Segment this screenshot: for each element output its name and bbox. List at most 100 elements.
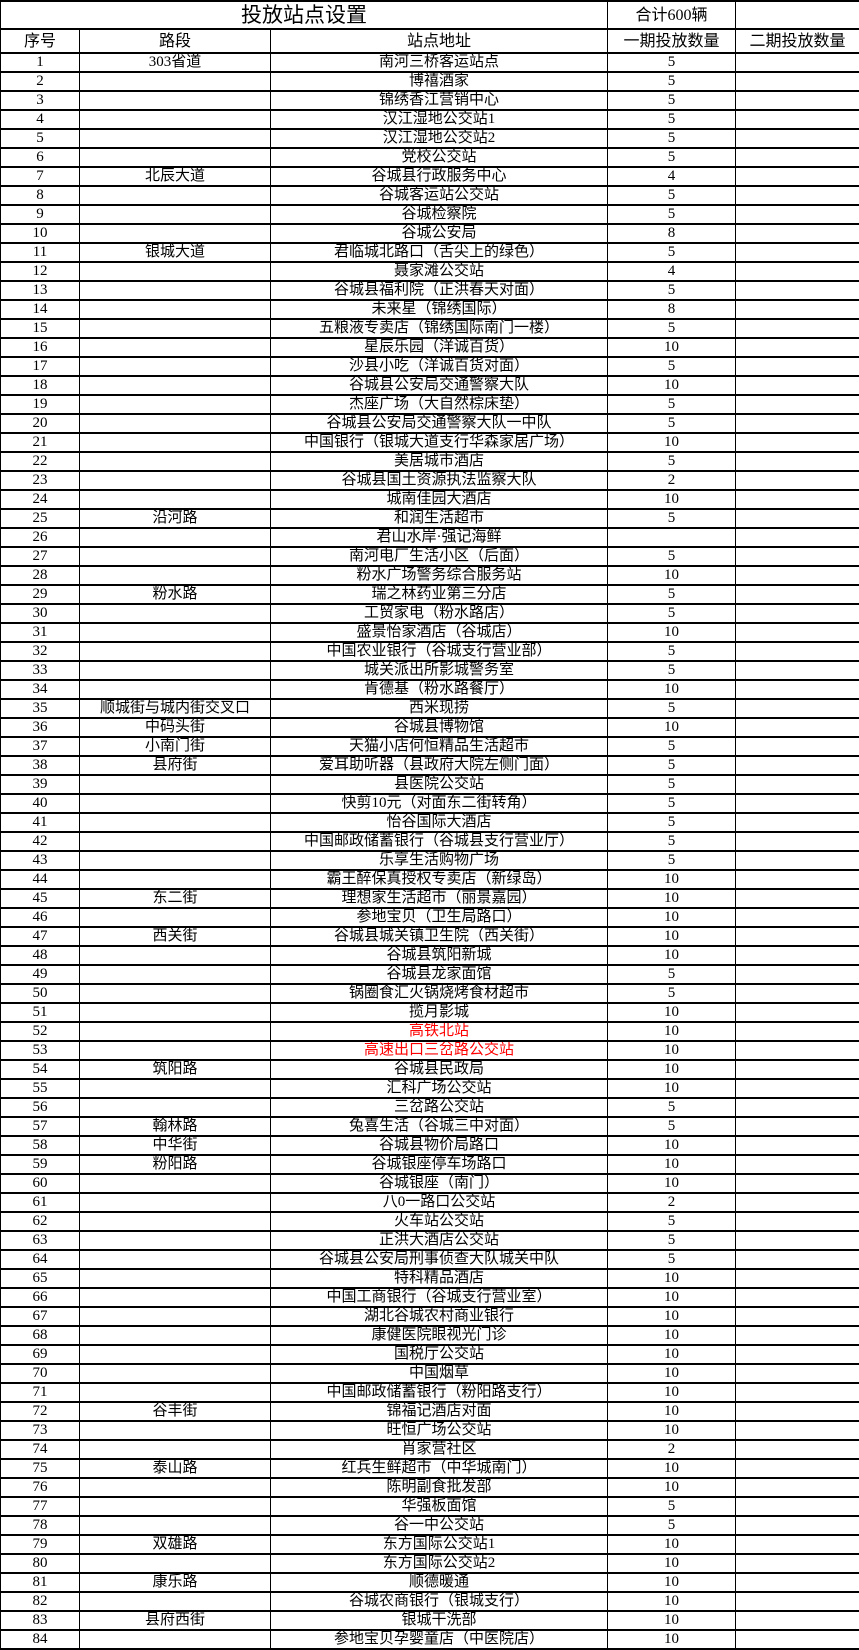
cell-road[interactable]: 303省道 (80, 53, 271, 72)
cell-serial[interactable]: 72 (1, 1402, 80, 1421)
cell-phase2-qty[interactable] (736, 547, 859, 566)
cell-phase1-qty[interactable]: 10 (608, 1592, 736, 1611)
cell-road[interactable] (80, 1592, 271, 1611)
cell-phase2-qty[interactable] (736, 756, 859, 775)
cell-road[interactable] (80, 1003, 271, 1022)
cell-phase1-qty[interactable]: 5 (608, 984, 736, 1003)
cell-phase2-qty[interactable] (736, 205, 859, 224)
cell-phase2-qty[interactable] (736, 1041, 859, 1060)
cell-station[interactable]: 城关派出所影城警务室 (271, 661, 608, 680)
cell-station[interactable]: 霸王醉保真授权专卖店（新绿岛） (271, 870, 608, 889)
cell-road[interactable] (80, 186, 271, 205)
cell-phase1-qty[interactable]: 5 (608, 91, 736, 110)
cell-station[interactable]: 县医院公交站 (271, 775, 608, 794)
cell-station[interactable]: 快剪10元（对面东二街转角） (271, 794, 608, 813)
cell-station[interactable]: 高铁北站 (271, 1022, 608, 1041)
cell-road[interactable] (80, 1269, 271, 1288)
cell-phase2-qty[interactable] (736, 870, 859, 889)
cell-road[interactable]: 西关街 (80, 927, 271, 946)
cell-phase2-qty[interactable] (736, 395, 859, 414)
cell-road[interactable] (80, 205, 271, 224)
cell-station[interactable]: 东方国际公交站2 (271, 1554, 608, 1573)
cell-phase1-qty[interactable]: 10 (608, 1003, 736, 1022)
cell-phase1-qty[interactable]: 10 (608, 376, 736, 395)
cell-serial[interactable]: 81 (1, 1573, 80, 1592)
cell-station[interactable]: 汉江湿地公交站2 (271, 129, 608, 148)
cell-road[interactable] (80, 1326, 271, 1345)
cell-road[interactable] (80, 984, 271, 1003)
cell-phase1-qty[interactable]: 5 (608, 319, 736, 338)
cell-road[interactable]: 北辰大道 (80, 167, 271, 186)
cell-phase2-qty[interactable] (736, 737, 859, 756)
cell-road[interactable] (80, 1288, 271, 1307)
cell-station[interactable]: 中国工商银行（谷城支行营业室） (271, 1288, 608, 1307)
cell-station[interactable]: 星辰乐园（洋诚百货） (271, 338, 608, 357)
cell-station[interactable]: 谷城县公安局交通警察大队 (271, 376, 608, 395)
cell-phase2-qty[interactable] (736, 414, 859, 433)
cell-station[interactable]: 银城干洗部 (271, 1611, 608, 1630)
cell-serial[interactable]: 28 (1, 566, 80, 585)
cell-phase1-qty[interactable]: 10 (608, 1326, 736, 1345)
cell-road[interactable] (80, 129, 271, 148)
cell-serial[interactable]: 84 (1, 1630, 80, 1649)
cell-serial[interactable]: 12 (1, 262, 80, 281)
cell-station[interactable]: 火车站公交站 (271, 1212, 608, 1231)
cell-serial[interactable]: 80 (1, 1554, 80, 1573)
cell-serial[interactable]: 79 (1, 1535, 80, 1554)
cell-road[interactable]: 沿河路 (80, 509, 271, 528)
cell-station[interactable]: 高速出口三岔路公交站 (271, 1041, 608, 1060)
cell-phase2-qty[interactable] (736, 1611, 859, 1630)
cell-serial[interactable]: 64 (1, 1250, 80, 1269)
cell-serial[interactable]: 41 (1, 813, 80, 832)
cell-road[interactable] (80, 414, 271, 433)
cell-phase2-qty[interactable] (736, 1212, 859, 1231)
cell-road[interactable]: 翰林路 (80, 1117, 271, 1136)
cell-station[interactable]: 锅圈食汇火锅烧烤食材超市 (271, 984, 608, 1003)
cell-phase1-qty[interactable]: 5 (608, 699, 736, 718)
cell-phase2-qty[interactable] (736, 224, 859, 243)
cell-phase2-qty[interactable] (736, 1402, 859, 1421)
cell-phase2-qty[interactable] (736, 72, 859, 91)
cell-serial[interactable]: 35 (1, 699, 80, 718)
cell-phase2-qty[interactable] (736, 775, 859, 794)
cell-phase2-qty[interactable] (736, 1592, 859, 1611)
cell-phase2-qty[interactable] (736, 1079, 859, 1098)
cell-phase1-qty[interactable]: 10 (608, 718, 736, 737)
cell-road[interactable] (80, 72, 271, 91)
cell-road[interactable] (80, 1516, 271, 1535)
cell-serial[interactable]: 78 (1, 1516, 80, 1535)
cell-phase1-qty[interactable]: 10 (608, 908, 736, 927)
cell-phase1-qty[interactable]: 10 (608, 1554, 736, 1573)
cell-road[interactable] (80, 623, 271, 642)
cell-phase1-qty[interactable]: 5 (608, 756, 736, 775)
cell-serial[interactable]: 73 (1, 1421, 80, 1440)
cell-station[interactable]: 顺德暖通 (271, 1573, 608, 1592)
cell-station[interactable]: 谷城县国土资源执法监察大队 (271, 471, 608, 490)
cell-phase1-qty[interactable]: 10 (608, 927, 736, 946)
cell-serial[interactable]: 38 (1, 756, 80, 775)
cell-phase2-qty[interactable] (736, 1250, 859, 1269)
cell-phase2-qty[interactable] (736, 262, 859, 281)
cell-phase1-qty[interactable]: 10 (608, 1459, 736, 1478)
cell-phase1-qty[interactable]: 5 (608, 110, 736, 129)
cell-road[interactable] (80, 91, 271, 110)
cell-phase1-qty[interactable]: 10 (608, 1402, 736, 1421)
cell-serial[interactable]: 65 (1, 1269, 80, 1288)
cell-serial[interactable]: 70 (1, 1364, 80, 1383)
cell-serial[interactable]: 77 (1, 1497, 80, 1516)
cell-serial[interactable]: 45 (1, 889, 80, 908)
cell-serial[interactable]: 42 (1, 832, 80, 851)
cell-station[interactable]: 正洪大酒店公交站 (271, 1231, 608, 1250)
cell-phase2-qty[interactable] (736, 1288, 859, 1307)
cell-phase2-qty[interactable] (736, 1193, 859, 1212)
cell-phase1-qty[interactable]: 5 (608, 1497, 736, 1516)
cell-phase1-qty[interactable]: 10 (608, 1307, 736, 1326)
cell-road[interactable]: 双雄路 (80, 1535, 271, 1554)
cell-road[interactable] (80, 433, 271, 452)
cell-phase1-qty[interactable]: 10 (608, 1136, 736, 1155)
cell-station[interactable]: 参地宝贝孕婴童店（中医院店） (271, 1630, 608, 1649)
cell-station[interactable]: 红兵生鲜超市（中华城南门） (271, 1459, 608, 1478)
cell-station[interactable]: 中国邮政储蓄银行（粉阳路支行） (271, 1383, 608, 1402)
cell-phase2-qty[interactable] (736, 91, 859, 110)
cell-serial[interactable]: 27 (1, 547, 80, 566)
